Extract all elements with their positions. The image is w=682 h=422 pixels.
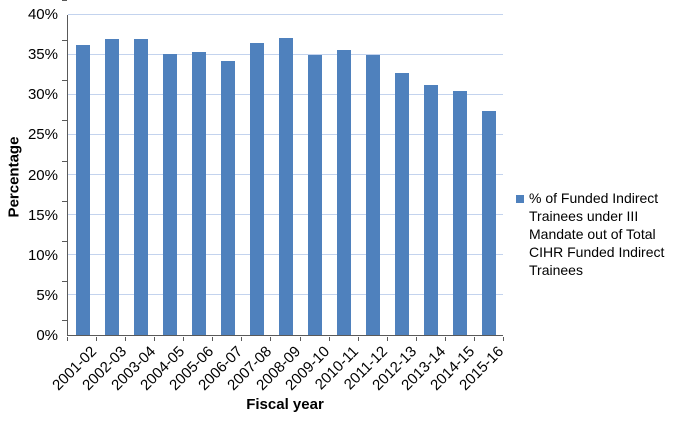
x-tick-mark (473, 337, 475, 341)
x-tick-mark (183, 337, 185, 341)
bar-slot (416, 15, 445, 335)
x-tick-mark (386, 337, 388, 341)
bar-slot (213, 15, 242, 335)
legend-label: % of Funded Indirect Trainees under III Ma… (529, 189, 664, 279)
bar (162, 54, 177, 335)
bar (481, 111, 496, 335)
x-tick-mark (270, 337, 272, 341)
bar-slot (300, 15, 329, 335)
legend-label-line: % of Funded Indirect (529, 190, 659, 206)
legend-label-line: CIHR Funded Indirect (529, 244, 665, 260)
x-tick-mark (357, 337, 359, 341)
legend-label-line: Mandate out of Total (529, 226, 656, 242)
y-tick-label: 0% (36, 327, 58, 344)
bar-slot (387, 15, 416, 335)
legend-label-line: Trainees under III (529, 208, 639, 224)
y-tick-mark (62, 160, 67, 162)
x-tick-mark (299, 337, 301, 341)
bar-slot (184, 15, 213, 335)
x-tick-mark (328, 337, 330, 341)
bar (249, 43, 264, 335)
gridline (68, 14, 503, 15)
bar-slot (126, 15, 155, 335)
x-tick-mark (503, 337, 504, 341)
legend-label-line: Trainees (529, 262, 583, 278)
bar-slot (329, 15, 358, 335)
y-tick-label: 20% (27, 166, 58, 184)
y-tick-mark (62, 240, 67, 242)
y-tick-label: 10% (27, 246, 58, 264)
bar (307, 55, 322, 335)
bar (220, 61, 235, 335)
y-tick-label: 35% (27, 46, 58, 64)
y-tick-label: 15% (27, 206, 58, 224)
y-axis-labels: 0% 5% 10% 15% 20% 25% 30% 35% 40% (0, 7, 58, 344)
bar (423, 84, 438, 335)
bar-slot (155, 15, 184, 335)
bar (394, 72, 409, 335)
y-tick-mark (62, 200, 67, 202)
bar-slot (271, 15, 300, 335)
y-tick-label: 25% (27, 126, 58, 144)
x-tick-mark (67, 337, 68, 341)
plot-area (67, 14, 503, 336)
y-tick-mark (62, 40, 67, 42)
bar-slot (358, 15, 387, 335)
x-tick-mark (415, 337, 417, 341)
bar (75, 44, 90, 335)
bar-slot (445, 15, 474, 335)
x-tick-mark (212, 337, 214, 341)
x-tick-mark (241, 337, 243, 341)
y-tick-mark (62, 320, 67, 321)
x-tick-mark (444, 337, 446, 341)
bar (452, 91, 467, 335)
y-tick-mark (62, 0, 67, 1)
y-tick-mark (62, 280, 67, 282)
bar (278, 38, 293, 335)
x-tick-mark (154, 337, 156, 341)
bar (191, 51, 206, 335)
y-tick-mark (62, 80, 67, 82)
x-axis-title: Fiscal year (246, 396, 324, 413)
legend-marker-icon (516, 195, 524, 203)
bar-slot (474, 15, 503, 335)
bar (104, 39, 119, 335)
bar-slot (68, 15, 97, 335)
bar (365, 55, 380, 335)
bars (68, 15, 503, 335)
y-tick-mark (62, 120, 67, 122)
bar-slot (97, 15, 126, 335)
legend: % of Funded Indirect Trainees under III Ma… (516, 189, 680, 279)
x-tick-mark (96, 337, 98, 341)
y-tick-label: 30% (27, 86, 58, 104)
bar-slot (242, 15, 271, 335)
bar (336, 50, 351, 335)
bar (133, 39, 148, 335)
y-tick-label: 40% (27, 6, 58, 23)
x-tick-mark (125, 337, 127, 341)
y-tick-label: 5% (36, 286, 58, 304)
